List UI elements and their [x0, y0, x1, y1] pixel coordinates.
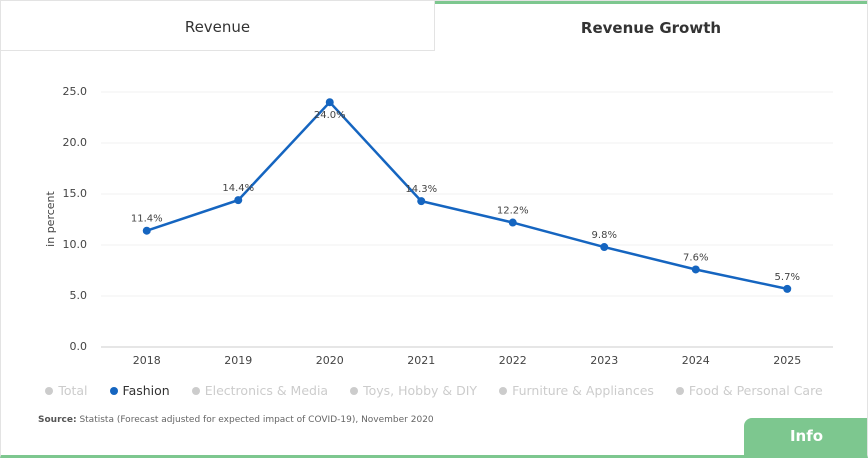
- source: Source: Statista (Forecast adjusted for …: [38, 415, 434, 425]
- legend-item[interactable]: Furniture & Appliances: [499, 383, 654, 398]
- y-tick-label: 20.0: [63, 136, 88, 149]
- y-tick-label: 15.0: [63, 187, 88, 200]
- legend-marker: [191, 386, 200, 395]
- info-button[interactable]: Info: [744, 418, 867, 455]
- x-tick-label: 2018: [133, 354, 161, 367]
- point: [691, 265, 700, 274]
- data-label: 5.7%: [775, 272, 800, 283]
- legend-item[interactable]: Food & Personal Care: [675, 383, 823, 398]
- point: [325, 98, 334, 107]
- data-label: 7.6%: [683, 252, 708, 263]
- point: [783, 284, 792, 293]
- data-label: 14.4%: [222, 183, 254, 194]
- legend-item[interactable]: Electronics & Media: [191, 383, 329, 398]
- source-label: Source:: [38, 415, 77, 425]
- legend-text: Toys, Hobby & DIY: [363, 383, 478, 398]
- legend-item[interactable]: Fashion: [109, 383, 170, 398]
- legend-text: Total: [58, 383, 88, 398]
- legend-marker: [499, 386, 508, 395]
- point: [508, 218, 517, 227]
- x-tick-label: 2022: [499, 354, 527, 367]
- point: [142, 226, 151, 235]
- y-tick-label: 25.0: [63, 85, 88, 98]
- data-label: 24.0%: [314, 110, 346, 121]
- data-label: 9.8%: [592, 230, 617, 241]
- point: [600, 243, 609, 252]
- x-tick-label: 2020: [316, 354, 344, 367]
- legend-marker: [675, 386, 684, 395]
- legend-text: Fashion: [122, 383, 170, 398]
- legend-marker: [45, 386, 54, 395]
- data-label: 14.3%: [405, 184, 437, 195]
- point: [234, 196, 243, 205]
- source-text: Statista (Forecast adjusted for expected…: [79, 415, 434, 425]
- y-tick-label: 10.0: [63, 238, 88, 251]
- x-tick-label: 2019: [224, 354, 252, 367]
- x-tick-label: 2021: [407, 354, 435, 367]
- tab[interactable]: Revenue: [1, 1, 435, 51]
- tab-active[interactable]: Revenue Growth: [435, 1, 867, 51]
- y-axis-label: in percent: [44, 190, 57, 246]
- legend-text: Electronics & Media: [204, 383, 329, 398]
- x-tick-label: 2024: [682, 354, 710, 367]
- data-label: 12.2%: [497, 206, 529, 217]
- x-tick-label: 2023: [590, 354, 618, 367]
- legend: Total Fashion Electronics & Media Toys, Hob…: [1, 383, 867, 398]
- legend-marker: [350, 386, 359, 395]
- point: [417, 197, 426, 206]
- y-tick-label: 5.0: [70, 289, 88, 302]
- data-label: 11.4%: [131, 214, 163, 225]
- legend-marker: [109, 386, 118, 395]
- line: [146, 100, 788, 291]
- legend-item[interactable]: Total: [45, 383, 88, 398]
- legend-text: Food & Personal Care: [688, 383, 823, 398]
- y-tick-label: 0.0: [70, 340, 88, 353]
- x-tick-label: 2025: [773, 354, 801, 367]
- legend-item[interactable]: Toys, Hobby & DIY: [350, 383, 477, 398]
- legend-text: Furniture & Appliances: [512, 383, 654, 398]
